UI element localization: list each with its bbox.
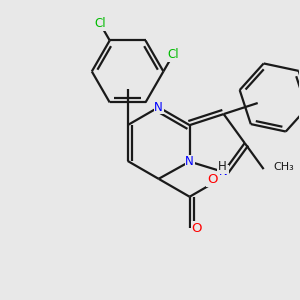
Text: N: N [219,166,228,178]
Text: O: O [192,222,202,235]
Text: N: N [185,155,194,168]
Text: N: N [154,101,163,114]
Text: Cl: Cl [94,17,106,30]
Text: O: O [207,173,217,187]
Text: Cl: Cl [167,48,179,61]
Text: H: H [218,160,226,173]
Text: CH₃: CH₃ [274,162,294,172]
